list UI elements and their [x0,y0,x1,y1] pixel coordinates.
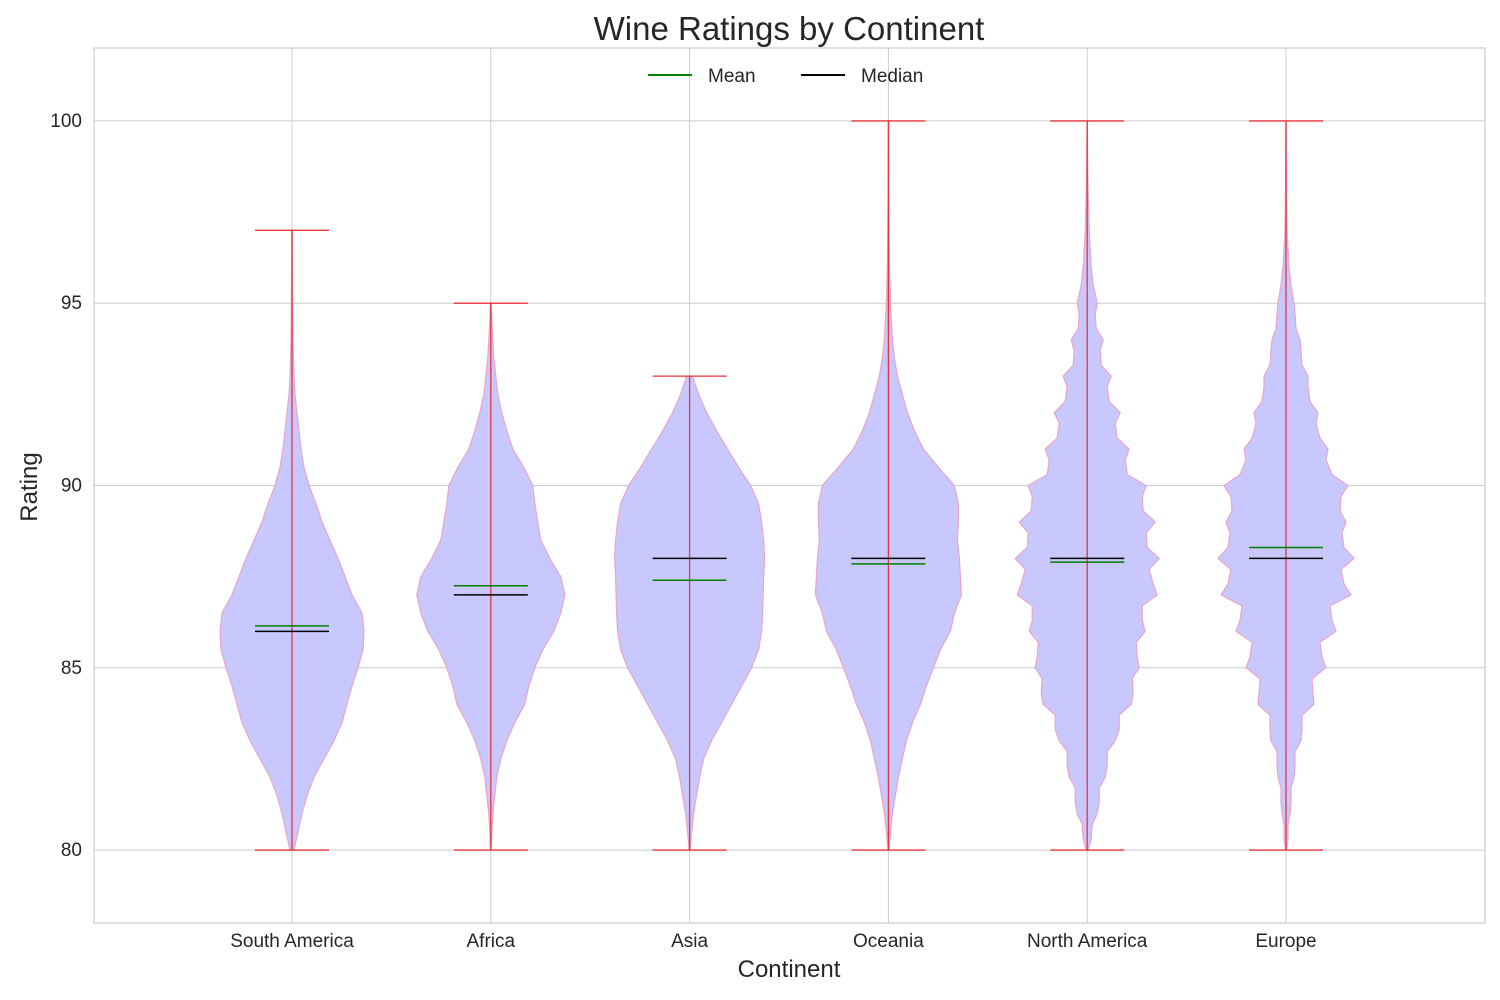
legend-mean-label: Mean [708,66,756,87]
chart-title: Wine Ratings by Continent [594,10,985,47]
x-tick-label: Africa [467,931,516,952]
violin-europe [1217,120,1355,851]
tick-labels: 80 85 90 95 100 South America Africa Asia Oceani… [50,111,1316,952]
y-tick-label: 100 [50,111,82,132]
x-tick-label: Europe [1255,931,1316,952]
x-axis-label: Continent [738,956,841,983]
violin-south-america [219,229,365,851]
x-tick-label: North America [1027,931,1148,952]
x-tick-label: Oceania [853,931,924,952]
legend-median-label: Median [861,66,923,87]
violin-oceania [814,120,963,851]
x-tick-label: South America [230,931,354,952]
legend: Mean Median [648,66,923,87]
y-tick-label: 95 [61,293,82,314]
y-axis-label: Rating [16,452,43,521]
y-tick-label: 90 [61,476,82,497]
y-tick-label: 85 [61,658,82,679]
y-tick-label: 80 [61,840,82,861]
violins [219,120,1355,851]
plot-frame [93,47,1486,924]
violin-north-america [1014,120,1161,851]
violin-africa [416,302,566,851]
violin-asia [613,375,766,851]
x-tick-label: Asia [671,931,708,952]
